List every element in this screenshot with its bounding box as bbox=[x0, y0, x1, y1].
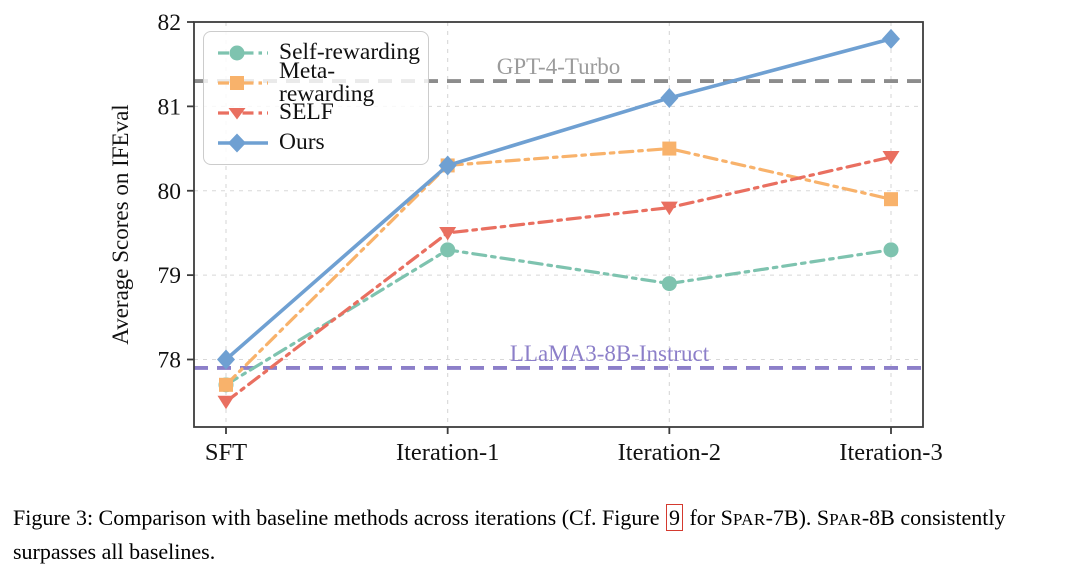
circle-marker bbox=[883, 242, 899, 258]
legend-item-self: SELF bbox=[217, 98, 428, 128]
y-tick-label: 79 bbox=[158, 263, 182, 289]
series-meta-rewarding bbox=[219, 141, 898, 392]
square-marker bbox=[662, 141, 677, 156]
axes: 78 79 80 81 82 SFT Iteration-1 Iteration-2 Itera… bbox=[158, 10, 943, 466]
legend-label: Ours bbox=[279, 129, 325, 156]
diamond-marker bbox=[882, 28, 900, 49]
legend-sample-circle-icon bbox=[218, 45, 268, 61]
figure-caption: Figure 3: Comparison with baseline metho… bbox=[13, 501, 1071, 569]
legend-sample-triangle-icon bbox=[218, 108, 268, 120]
legend-sample-diamond-icon bbox=[218, 133, 268, 153]
caption-text: for bbox=[683, 505, 721, 530]
square-marker bbox=[884, 192, 898, 207]
smallcaps-text: SPAR-8B bbox=[816, 505, 895, 530]
circle-marker bbox=[440, 242, 456, 258]
series-ours bbox=[217, 28, 900, 370]
legend-label: Meta-rewarding bbox=[279, 57, 375, 107]
x-tick-label: Iteration-1 bbox=[396, 439, 499, 466]
triangle-marker bbox=[439, 226, 457, 241]
triangle-marker bbox=[882, 151, 900, 165]
y-axis-label: Average Scores on IFEval bbox=[108, 104, 133, 344]
triangle-marker bbox=[217, 395, 235, 410]
x-tick-label: Iteration-3 bbox=[839, 439, 942, 466]
refline-label: GPT-4-Turbo bbox=[497, 54, 621, 79]
y-tick-label: 80 bbox=[158, 179, 182, 205]
circle-marker bbox=[661, 276, 677, 292]
plot-border bbox=[193, 21, 924, 428]
legend-item-self-rewarding: Self-rewarding bbox=[217, 38, 428, 68]
triangle-marker bbox=[660, 201, 678, 216]
diamond-marker bbox=[660, 87, 679, 108]
x-tick-label: Iteration-2 bbox=[618, 439, 721, 466]
caption-text: ). bbox=[798, 505, 817, 530]
legend-sample-square-icon bbox=[218, 76, 268, 90]
caption-text: consistently surpasses all baselines. bbox=[13, 505, 1006, 565]
smallcaps-text: SPAR-7B bbox=[720, 505, 799, 530]
x-tick-label: SFT bbox=[205, 439, 247, 466]
legend-item-ours: Ours bbox=[217, 128, 428, 158]
y-tick-label: 82 bbox=[158, 10, 182, 36]
diamond-marker bbox=[217, 349, 235, 370]
line-chart: GPT-4-Turbo LLaMA3-8B-Instruct 78 79 80 81 82 S… bbox=[108, 10, 943, 466]
refline-label: LLaMA3-8B-Instruct bbox=[510, 341, 710, 366]
y-tick-label: 81 bbox=[158, 94, 182, 120]
square-marker bbox=[219, 377, 233, 392]
y-tick-label: 78 bbox=[158, 348, 182, 374]
diamond-marker bbox=[438, 155, 457, 176]
legend-label: SELF bbox=[279, 99, 334, 126]
caption-text: Figure 3: Comparison with baseline metho… bbox=[13, 505, 665, 530]
legend-label: Self-rewarding bbox=[279, 39, 420, 66]
refline-llama3-8b-instruct: LLaMA3-8B-Instruct bbox=[194, 341, 923, 370]
legend-item-meta-rewarding: Meta-rewarding bbox=[217, 59, 428, 106]
legend: Self-rewarding Meta-rewarding SELF Ours bbox=[203, 31, 429, 165]
series-self bbox=[217, 151, 900, 410]
figure-ref-link[interactable]: 9 bbox=[665, 504, 683, 531]
